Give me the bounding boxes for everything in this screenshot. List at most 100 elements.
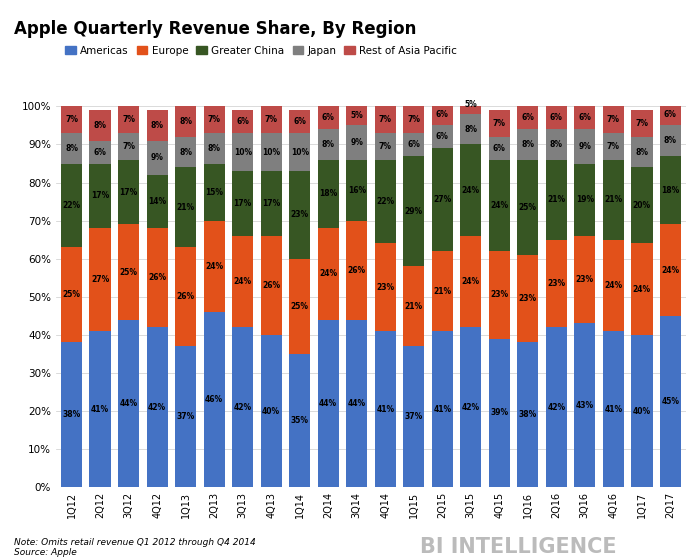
Text: 16%: 16% (348, 186, 366, 195)
Bar (61, 343, 83, 487)
Bar (631, 244, 652, 335)
Bar (517, 343, 538, 487)
Bar (90, 110, 111, 141)
Bar (175, 167, 197, 248)
Text: 44%: 44% (120, 399, 138, 408)
Bar (346, 106, 368, 125)
Text: 8%: 8% (179, 117, 193, 126)
Text: 25%: 25% (63, 291, 80, 300)
Text: 23%: 23% (490, 291, 508, 300)
Bar (146, 141, 168, 175)
Bar (489, 137, 510, 160)
Bar (517, 160, 538, 255)
Bar (631, 110, 652, 137)
Text: 21%: 21% (176, 203, 195, 212)
Bar (374, 133, 396, 160)
Text: 9%: 9% (350, 138, 363, 147)
Bar (175, 346, 197, 487)
Text: 8%: 8% (179, 148, 193, 157)
Text: 24%: 24% (633, 284, 651, 293)
Text: 24%: 24% (490, 201, 508, 210)
Text: 8%: 8% (464, 125, 477, 134)
Text: 25%: 25% (120, 268, 138, 277)
Text: 26%: 26% (176, 292, 195, 301)
Text: 6%: 6% (578, 113, 592, 122)
Text: 40%: 40% (262, 407, 280, 416)
Bar (90, 331, 111, 487)
Bar (204, 221, 225, 312)
Bar (346, 221, 368, 320)
Text: 7%: 7% (65, 115, 78, 124)
Bar (460, 114, 482, 144)
Text: 41%: 41% (433, 405, 452, 414)
Text: 24%: 24% (462, 277, 480, 286)
Text: 8%: 8% (65, 144, 78, 153)
Bar (374, 160, 396, 244)
Bar (374, 244, 396, 331)
Bar (659, 102, 681, 125)
Text: 7%: 7% (122, 115, 135, 124)
Bar (346, 125, 368, 160)
Bar (374, 106, 396, 133)
Text: 24%: 24% (319, 269, 337, 278)
Text: 37%: 37% (176, 412, 195, 421)
Text: 25%: 25% (519, 203, 537, 212)
Bar (432, 102, 453, 125)
Bar (175, 106, 197, 137)
Bar (204, 312, 225, 487)
Bar (489, 110, 510, 137)
Bar (460, 236, 482, 327)
Bar (574, 129, 596, 164)
Bar (118, 320, 139, 487)
Text: 35%: 35% (290, 416, 309, 425)
Text: 17%: 17% (91, 192, 109, 200)
Text: 45%: 45% (662, 397, 679, 406)
Text: Note: Omits retail revenue Q1 2012 through Q4 2014
Source: Apple: Note: Omits retail revenue Q1 2012 throu… (14, 538, 255, 557)
Bar (403, 133, 424, 156)
Text: 8%: 8% (208, 144, 220, 153)
Text: 8%: 8% (94, 121, 106, 130)
Bar (631, 137, 652, 167)
Text: 7%: 7% (122, 142, 135, 151)
Text: 41%: 41% (604, 405, 622, 414)
Text: 15%: 15% (205, 188, 223, 197)
Bar (175, 137, 197, 167)
Bar (232, 171, 253, 236)
Bar (204, 106, 225, 133)
Bar (545, 327, 567, 487)
Text: 6%: 6% (322, 113, 335, 122)
Bar (659, 316, 681, 487)
Bar (61, 133, 83, 164)
Text: 9%: 9% (150, 153, 164, 162)
Bar (631, 335, 652, 487)
Bar (631, 167, 652, 244)
Text: 20%: 20% (633, 201, 651, 210)
Text: 46%: 46% (205, 395, 223, 404)
Text: 23%: 23% (376, 283, 394, 292)
Text: 6%: 6% (293, 117, 306, 126)
Text: 38%: 38% (62, 410, 80, 419)
Bar (432, 331, 453, 487)
Bar (374, 331, 396, 487)
Text: 10%: 10% (290, 148, 309, 157)
Text: 8%: 8% (150, 121, 164, 130)
Text: 43%: 43% (575, 401, 594, 410)
Text: 21%: 21% (547, 195, 566, 204)
Bar (403, 106, 424, 133)
Text: 23%: 23% (547, 279, 566, 288)
Text: 6%: 6% (436, 132, 449, 141)
Text: 21%: 21% (433, 287, 452, 296)
Bar (403, 267, 424, 346)
Text: 7%: 7% (636, 119, 648, 128)
Text: 5%: 5% (464, 100, 477, 109)
Text: 7%: 7% (607, 115, 620, 124)
Bar (346, 160, 368, 221)
Bar (489, 160, 510, 251)
Text: 6%: 6% (522, 113, 534, 122)
Bar (489, 251, 510, 339)
Text: 24%: 24% (234, 277, 252, 286)
Text: 26%: 26% (348, 265, 366, 274)
Text: 8%: 8% (664, 136, 677, 145)
Text: 39%: 39% (490, 408, 508, 417)
Bar (146, 175, 168, 228)
